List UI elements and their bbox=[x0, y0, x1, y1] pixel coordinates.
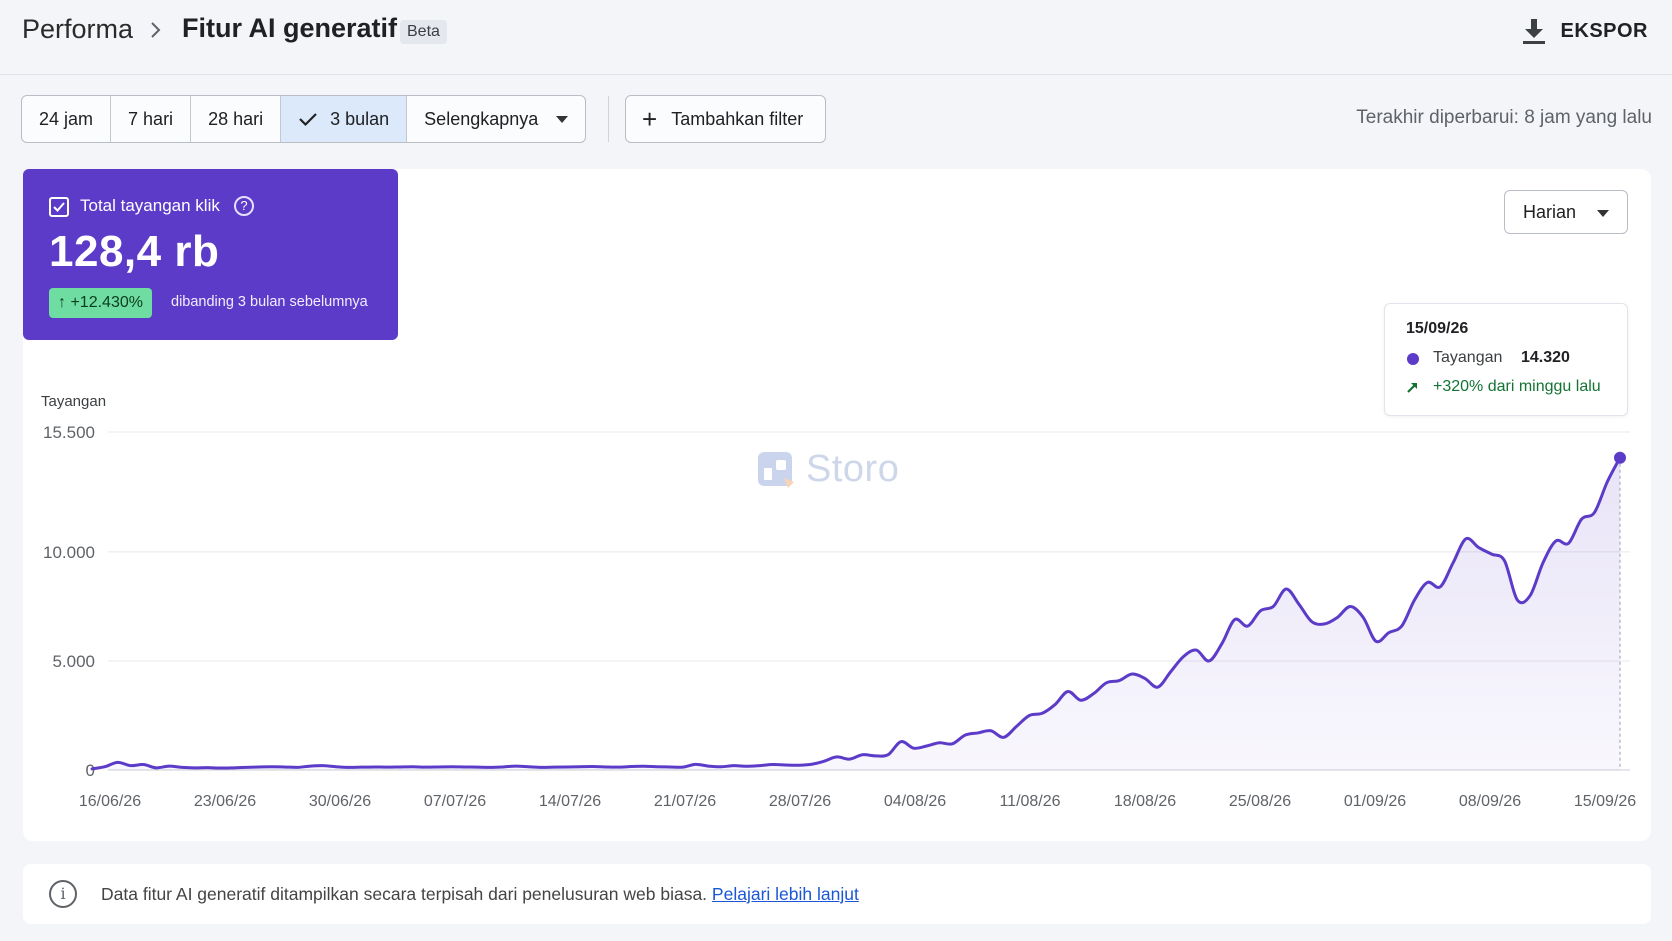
info-icon: i bbox=[49, 880, 77, 908]
range-28d[interactable]: 28 hari bbox=[191, 96, 282, 142]
page-title: Fitur AI generatif bbox=[182, 13, 398, 43]
range-7d[interactable]: 7 hari bbox=[111, 96, 192, 142]
caret-down-icon bbox=[1597, 210, 1609, 217]
range-24h[interactable]: 24 jam bbox=[22, 96, 112, 142]
tooltip-date: 15/09/26 bbox=[1406, 320, 1469, 337]
trend-up-arrow-icon bbox=[1407, 383, 1417, 393]
metric-delta: +12.430% bbox=[70, 294, 143, 311]
range-label: 24 jam bbox=[39, 109, 94, 129]
info-text: Data fitur AI generatif ditampilkan seca… bbox=[101, 884, 859, 905]
watermark-text: Storo bbox=[806, 448, 900, 490]
range-label: Selengkapnya bbox=[424, 109, 539, 129]
granularity-dropdown[interactable]: Harian bbox=[1504, 190, 1628, 234]
metric-checkbox[interactable] bbox=[49, 197, 69, 217]
metric-card-total-clicks[interactable]: Total tayangan klik ? 128,4 rb ↑ +12.430… bbox=[23, 169, 398, 340]
toolbar-divider bbox=[608, 96, 609, 142]
metric-label: Total tayangan klik bbox=[80, 196, 220, 215]
storo-logo-icon bbox=[758, 451, 794, 488]
caret-down-icon bbox=[556, 115, 569, 123]
date-range-selector: 24 jam 7 hari 28 hari 3 bulan Selengkapn… bbox=[21, 95, 587, 143]
export-button[interactable]: EKSPOR bbox=[1521, 14, 1648, 48]
range-label: 28 hari bbox=[208, 109, 264, 129]
export-label: EKSPOR bbox=[1560, 19, 1648, 42]
range-label: 7 hari bbox=[128, 109, 174, 129]
range-label: 3 bulan bbox=[330, 109, 390, 129]
learn-more-link[interactable]: Pelajari lebih lanjut bbox=[711, 884, 859, 904]
metric-comparison: dibanding 3 bulan sebelumnya bbox=[171, 294, 368, 310]
y-axis-title: Tayangan bbox=[41, 393, 107, 410]
info-banner: i Data fitur AI generatif ditampilkan se… bbox=[23, 864, 1651, 924]
plus-icon: + bbox=[642, 104, 658, 134]
info-message: Data fitur AI generatif ditampilkan seca… bbox=[101, 884, 708, 904]
granularity-label: Harian bbox=[1523, 201, 1577, 222]
breadcrumb-root[interactable]: Performa bbox=[22, 14, 134, 44]
check-icon bbox=[299, 113, 317, 127]
download-icon bbox=[1522, 19, 1545, 44]
add-filter-button[interactable]: + Tambahkan filter bbox=[625, 95, 827, 143]
tooltip-value: 14.320 bbox=[1521, 349, 1570, 366]
range-more-dropdown[interactable]: Selengkapnya bbox=[407, 96, 585, 142]
metric-value: 128,4 rb bbox=[49, 227, 220, 276]
chart-tooltip: 15/09/26 Tayangan 14.320 +320% dari ming… bbox=[1384, 303, 1628, 416]
watermark: Storo bbox=[756, 448, 899, 491]
beta-badge: Beta bbox=[400, 20, 447, 44]
tooltip-series-name: Tayangan bbox=[1433, 349, 1503, 366]
check-icon bbox=[53, 202, 65, 212]
last-updated-text: Terakhir diperbarui: 8 jam yang lalu bbox=[1356, 107, 1652, 128]
help-icon[interactable]: ? bbox=[234, 196, 254, 216]
range-3m[interactable]: 3 bulan bbox=[281, 96, 408, 142]
metric-delta-badge: ↑ +12.430% bbox=[49, 288, 152, 318]
add-filter-label: Tambahkan filter bbox=[671, 108, 804, 129]
series-dot-icon bbox=[1407, 353, 1419, 365]
chevron-right-icon bbox=[151, 22, 161, 38]
page-header: Performa Fitur AI generatif Beta EKSPOR bbox=[0, 0, 1672, 75]
tooltip-change: +320% dari minggu lalu bbox=[1433, 378, 1601, 395]
